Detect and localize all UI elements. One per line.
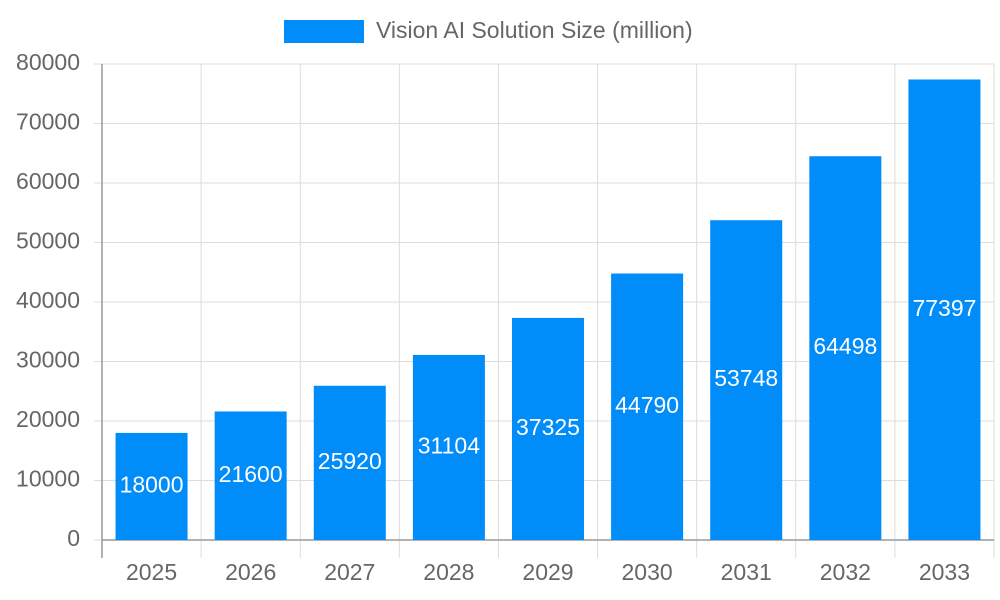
- y-tick-label: 70000: [16, 109, 80, 135]
- x-tick-label: 2026: [225, 559, 276, 585]
- value-label: 64498: [813, 333, 877, 359]
- value-label: 77397: [912, 295, 976, 321]
- y-tick-label: 10000: [16, 466, 80, 492]
- bar: [115, 432, 188, 540]
- legend-swatch: [284, 20, 364, 43]
- legend-label: Vision AI Solution Size (million): [376, 17, 693, 43]
- value-label: 44790: [615, 392, 679, 418]
- bar: [710, 220, 783, 540]
- value-label: 18000: [120, 472, 184, 498]
- y-tick-label: 30000: [16, 347, 80, 373]
- y-tick-label: 60000: [16, 168, 80, 194]
- value-label: 31104: [418, 433, 480, 459]
- bar: [313, 385, 386, 540]
- x-tick-label: 2031: [721, 559, 772, 585]
- bar: [412, 354, 485, 540]
- y-tick-label: 0: [67, 525, 80, 551]
- x-tick-label: 2032: [820, 559, 871, 585]
- x-tick-label: 2027: [324, 559, 375, 585]
- x-tick-label: 2029: [522, 559, 573, 585]
- value-label: 21600: [219, 461, 283, 487]
- bar: [512, 317, 584, 540]
- bar: [214, 411, 287, 540]
- x-tick-label: 2028: [423, 559, 474, 585]
- y-tick-label: 50000: [16, 228, 80, 254]
- value-label: 25920: [318, 448, 382, 474]
- y-tick-label: 20000: [16, 406, 80, 432]
- bar: [809, 156, 882, 541]
- x-tick-label: 2030: [622, 559, 673, 585]
- value-label: 53748: [714, 365, 778, 391]
- y-tick-label: 80000: [16, 49, 80, 75]
- x-tick-label: 2033: [919, 559, 970, 585]
- y-tick-label: 40000: [16, 287, 80, 313]
- value-label: 37325: [516, 414, 580, 440]
- bar: [611, 273, 684, 540]
- bar: [908, 79, 981, 540]
- x-tick-label: 2025: [126, 559, 177, 585]
